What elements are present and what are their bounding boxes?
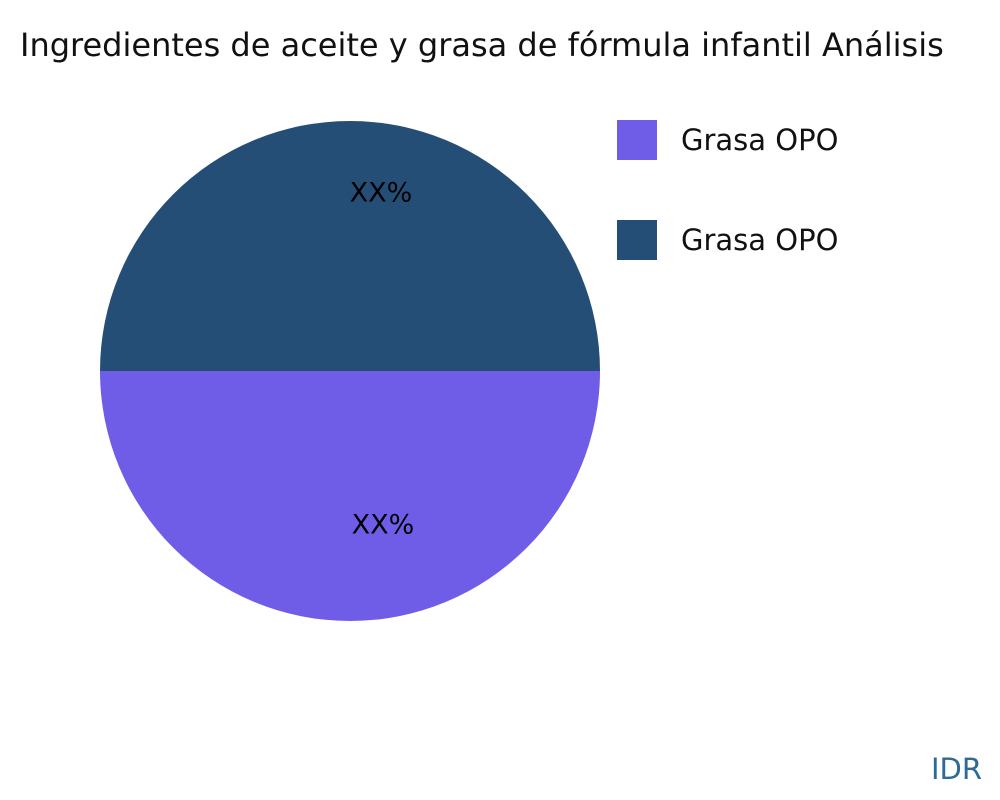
chart-title: Ingredientes de aceite y grasa de fórmul… <box>20 26 944 64</box>
legend: Grasa OPO Grasa OPO <box>617 120 838 260</box>
legend-label: Grasa OPO <box>681 123 839 157</box>
legend-swatch-purple <box>617 120 657 160</box>
pie-chart: XX% XX% <box>100 121 600 621</box>
slice-label-bottom: XX% <box>351 509 415 541</box>
legend-item-grasa-opo-1: Grasa OPO <box>617 120 838 160</box>
watermark-idr: IDR <box>930 752 982 786</box>
legend-swatch-darkblue <box>617 220 657 260</box>
slice-label-top: XX% <box>349 177 413 209</box>
pie-circle <box>100 121 600 621</box>
legend-item-grasa-opo-2: Grasa OPO <box>617 220 838 260</box>
legend-label: Grasa OPO <box>681 223 839 257</box>
